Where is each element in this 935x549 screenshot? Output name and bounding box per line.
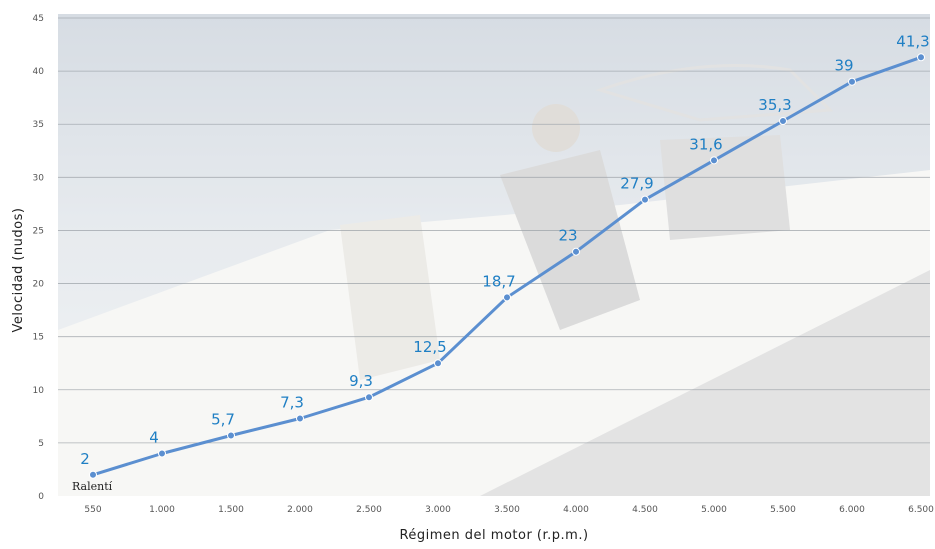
y-tick-label: 25 bbox=[33, 226, 44, 236]
data-label: 31,6 bbox=[689, 135, 722, 153]
x-tick-label: 6.000 bbox=[839, 505, 865, 515]
data-labels: 2 4 5,7 7,3 9,3 12,5 18,7 23 27,9 31,6 35,3 39 41,3 bbox=[80, 32, 929, 467]
x-tick-label: 4.000 bbox=[563, 505, 589, 515]
data-point bbox=[572, 247, 580, 256]
data-label: 35,3 bbox=[758, 96, 791, 114]
data-label: 27,9 bbox=[620, 175, 653, 193]
idle-annotation: Ralentí bbox=[72, 480, 113, 493]
data-point bbox=[641, 195, 649, 204]
x-tick-label: 1.000 bbox=[149, 505, 175, 515]
data-label: 23 bbox=[558, 227, 577, 245]
x-tick-label: 2.500 bbox=[356, 505, 382, 515]
data-point bbox=[710, 156, 718, 165]
x-tick-label: 550 bbox=[84, 505, 101, 515]
y-tick-label: 0 bbox=[38, 492, 44, 502]
data-label: 41,3 bbox=[896, 32, 929, 50]
y-axis-ticks: 0 5 10 15 20 25 30 35 40 45 bbox=[33, 14, 45, 502]
data-point bbox=[848, 77, 856, 86]
y-tick-label: 20 bbox=[33, 280, 45, 290]
data-point bbox=[365, 393, 373, 402]
x-tick-label: 3.500 bbox=[494, 505, 520, 515]
y-tick-label: 35 bbox=[33, 120, 44, 130]
data-label: 4 bbox=[149, 429, 159, 447]
y-tick-label: 15 bbox=[33, 333, 44, 343]
point-markers bbox=[89, 53, 925, 479]
y-tick-label: 5 bbox=[38, 439, 44, 449]
x-tick-label: 1.500 bbox=[218, 505, 244, 515]
y-tick-label: 10 bbox=[33, 386, 45, 396]
x-tick-label: 3.000 bbox=[425, 505, 451, 515]
y-axis-title: Velocidad (nudos) bbox=[11, 208, 26, 333]
x-axis-ticks: 550 1.000 1.500 2.000 2.500 3.000 3.500 4.000 4.… bbox=[84, 505, 934, 515]
data-point bbox=[296, 414, 304, 423]
grid-lines bbox=[58, 17, 930, 444]
x-tick-label: 6.500 bbox=[908, 505, 934, 515]
data-label: 12,5 bbox=[413, 338, 446, 356]
data-label: 18,7 bbox=[482, 272, 515, 290]
data-point bbox=[503, 293, 511, 302]
data-point bbox=[917, 53, 925, 62]
data-label: 5,7 bbox=[211, 410, 235, 428]
data-label: 2 bbox=[80, 450, 90, 468]
data-point bbox=[434, 359, 442, 368]
y-tick-label: 30 bbox=[33, 173, 45, 183]
data-point bbox=[227, 431, 235, 440]
y-tick-label: 40 bbox=[33, 67, 45, 77]
background-photo bbox=[58, 14, 930, 496]
x-tick-label: 5.500 bbox=[770, 505, 796, 515]
data-label: 39 bbox=[834, 57, 853, 75]
y-tick-label: 45 bbox=[33, 14, 44, 24]
x-tick-label: 5.000 bbox=[701, 505, 727, 515]
data-label: 7,3 bbox=[280, 393, 304, 411]
data-label: 9,3 bbox=[349, 372, 373, 390]
data-point bbox=[89, 470, 97, 479]
x-tick-label: 2.000 bbox=[287, 505, 313, 515]
x-axis-title: Régimen del motor (r.p.m.) bbox=[399, 528, 588, 543]
data-point bbox=[158, 449, 166, 458]
data-point bbox=[779, 117, 787, 126]
x-tick-label: 4.500 bbox=[632, 505, 658, 515]
